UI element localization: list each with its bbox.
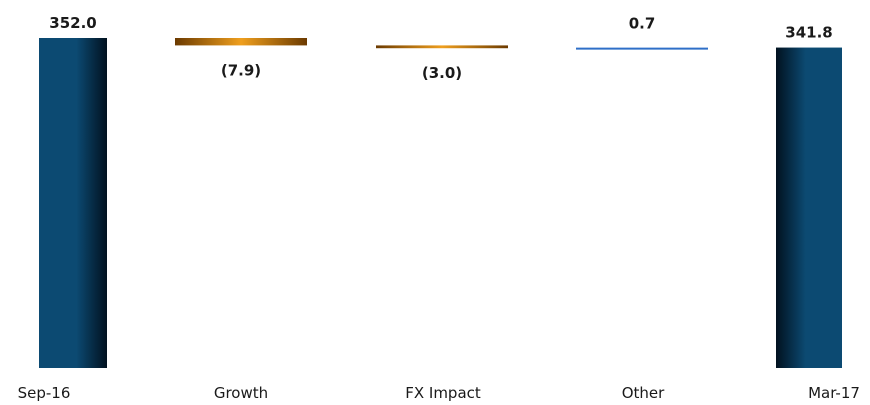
chart-marks (39, 38, 842, 368)
category-label-sep-16: Sep-16 (18, 384, 71, 402)
category-label-growth: Growth (214, 384, 268, 402)
data-label-other: 0.7 (629, 15, 656, 33)
data-label-sep-16: 352.0 (49, 14, 96, 32)
chart-labels: 352.0 Sep-16 (7.9) Growth (3.0) FX Impact 0.7 O… (18, 14, 860, 402)
bar-fx-impact (376, 45, 508, 49)
data-label-mar-17: 341.8 (785, 24, 832, 42)
category-label-fx-impact: FX Impact (405, 384, 481, 402)
bar-sep-16 (39, 38, 107, 368)
data-label-growth: (7.9) (221, 61, 261, 79)
category-label-mar-17: Mar-17 (808, 384, 860, 402)
bar-growth (175, 38, 307, 46)
category-label-other: Other (622, 384, 665, 402)
bar-mar-17 (776, 47, 842, 368)
data-label-fx-impact: (3.0) (422, 64, 462, 82)
